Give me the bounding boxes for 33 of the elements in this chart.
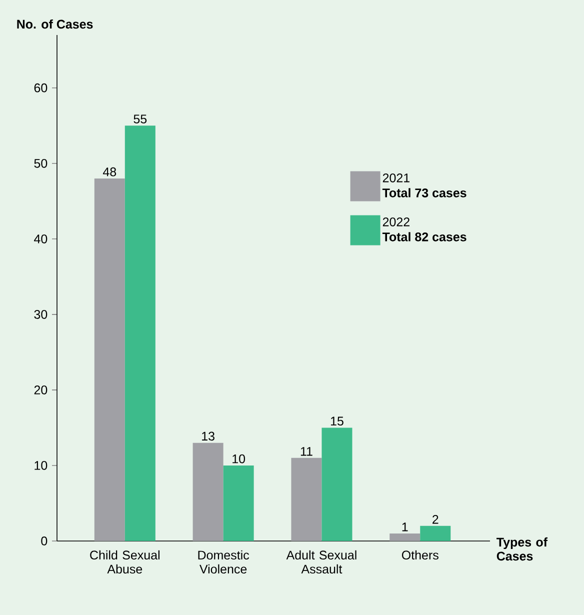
data-label: 15 (330, 416, 344, 426)
y-tick-label: 20 (34, 386, 48, 394)
bar (291, 458, 322, 541)
bar (322, 428, 352, 541)
data-label: 1 (402, 522, 408, 532)
x-tick-label: Domestic Violence (198, 550, 250, 574)
x-tick-label: Others (402, 550, 438, 560)
x-tick-label: Child Sexual Abuse (90, 550, 160, 574)
data-label: 55 (134, 114, 147, 124)
legend-label: 2021 (382, 173, 410, 182)
data-label: 11 (300, 447, 312, 456)
y-tick-label: 0 (41, 536, 48, 546)
bar (124, 126, 156, 541)
y-tick-label: 40 (34, 234, 48, 244)
legend-label: 2022 (382, 217, 410, 226)
annotation: Total 82 cases (382, 232, 466, 242)
x-axis-title: Types of Cases (496, 537, 548, 561)
y-tick-label: 30 (34, 310, 48, 319)
bar (223, 465, 254, 541)
data-label: 48 (102, 167, 116, 176)
bar (94, 178, 125, 541)
x-tick-label: Adult Sexual Assault (286, 550, 356, 574)
data-label: 10 (232, 454, 246, 464)
y-axis-title: No. of Cases (17, 19, 93, 29)
bar (420, 526, 451, 541)
data-label: 2 (432, 514, 438, 524)
bar (390, 533, 420, 541)
y-tick-label: 60 (34, 83, 48, 92)
bar (192, 442, 224, 541)
y-tick-label: 50 (34, 158, 48, 168)
y-tick-label: 10 (34, 461, 48, 470)
annotation: Total 73 cases (382, 188, 466, 198)
data-label: 13 (202, 432, 214, 441)
